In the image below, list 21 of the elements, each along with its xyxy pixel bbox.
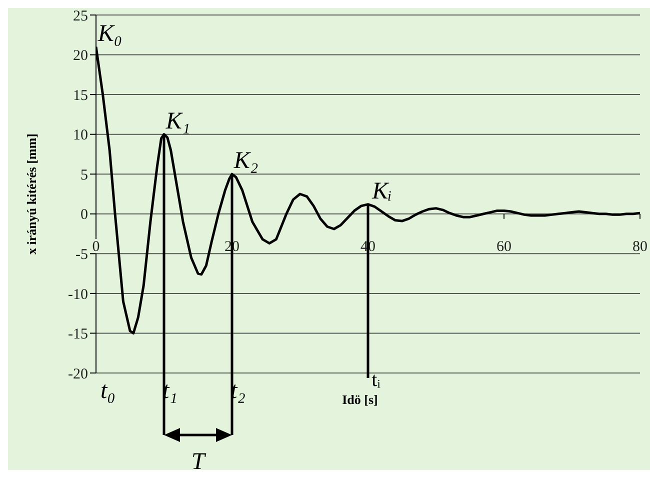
annotation: K₁ — [164, 108, 190, 134]
y-tick-label: 20 — [73, 48, 88, 64]
annotation: Kᵢ — [371, 178, 392, 204]
y-axis-title: x irányú kitérés [mm] — [24, 134, 39, 254]
y-tick-label: -5 — [76, 246, 88, 263]
annotation: K₀ — [96, 20, 122, 47]
y-tick-label: 0 — [80, 207, 88, 224]
x-axis-title: Idö [s] — [342, 392, 378, 407]
x-tick-label: 80 — [632, 238, 648, 255]
text: T — [191, 449, 206, 475]
y-tick-label: 25 — [73, 8, 88, 24]
text: t₀ — [100, 378, 116, 404]
y-tick-label: -15 — [68, 326, 88, 343]
x-tick-label: 60 — [496, 238, 512, 255]
y-tick-label: 10 — [73, 128, 88, 144]
y-tick-label: -10 — [68, 286, 88, 303]
y-tick-label: 15 — [73, 88, 88, 104]
y-tick-label: 5 — [80, 167, 88, 184]
y-tick-label: -20 — [68, 366, 88, 382]
ref-line-label: tᵢ — [372, 369, 382, 391]
annotation: K₂ — [232, 148, 258, 174]
